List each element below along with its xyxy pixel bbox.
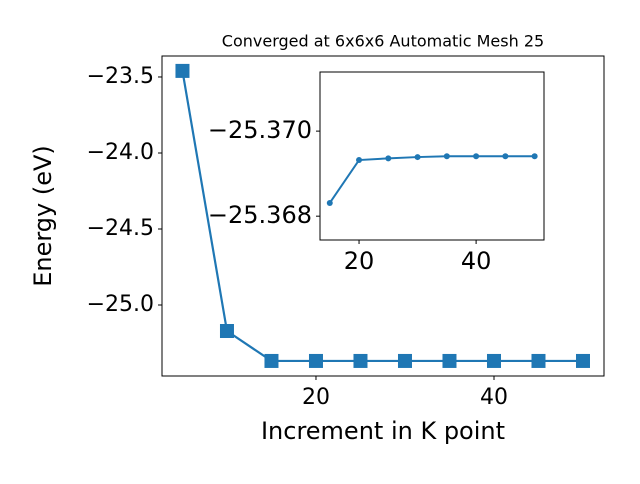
marker: [531, 353, 546, 368]
data-line: [328, 155, 535, 204]
x-tick-label: 40: [480, 385, 508, 410]
marker: [473, 153, 480, 160]
data-line: [181, 70, 583, 363]
marker: [443, 153, 450, 160]
y-axis-label: Energy (eV): [29, 145, 57, 287]
y-tick-label: −25.0: [87, 292, 154, 317]
y-tick-label: −25.368: [208, 201, 312, 229]
marker: [575, 353, 590, 368]
chart-title: Converged at 6x6x6 Automatic Mesh 25: [222, 32, 544, 51]
y-tick-label: −23.5: [87, 64, 154, 89]
marker: [486, 353, 501, 368]
marker: [308, 353, 323, 368]
x-tick-label: 40: [461, 247, 492, 275]
marker: [442, 353, 457, 368]
marker: [326, 199, 333, 206]
y-tick-label: −24.0: [87, 140, 154, 165]
marker: [264, 353, 279, 368]
marker: [397, 353, 412, 368]
y-tick-label: −24.5: [87, 216, 154, 241]
x-axis-label: Increment in K point: [261, 417, 505, 445]
x-tick-label: 20: [344, 247, 375, 275]
marker: [414, 154, 421, 161]
marker: [385, 155, 392, 162]
marker: [353, 353, 368, 368]
marker: [502, 153, 509, 160]
marker: [219, 324, 234, 339]
x-tick-label: 20: [302, 385, 330, 410]
marker: [356, 157, 363, 164]
marker: [531, 153, 538, 160]
marker: [175, 63, 190, 78]
y-tick-label: −25.370: [208, 116, 312, 144]
